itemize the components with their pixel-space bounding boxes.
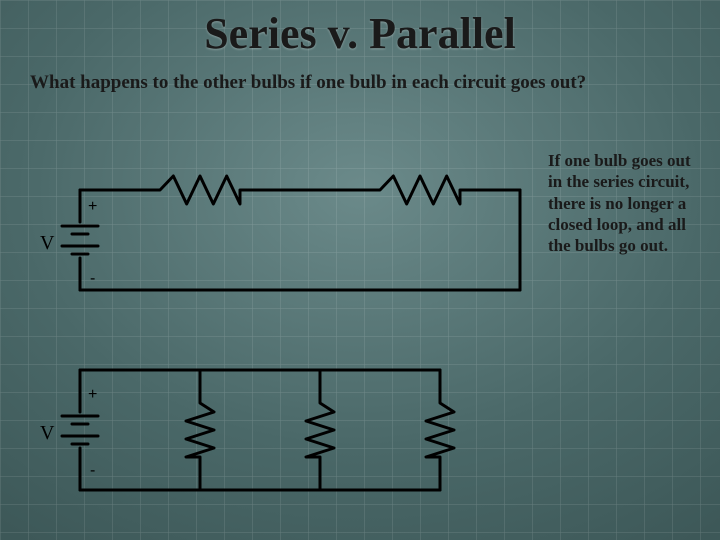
question-text: What happens to the other bulbs if one b… — [0, 72, 720, 95]
series-circuit-svg — [30, 170, 530, 310]
series-plus-sign: + — [88, 198, 97, 216]
series-circuit: V + - — [30, 170, 530, 310]
parallel-circuit: V + - — [30, 350, 470, 510]
parallel-minus-sign: - — [90, 462, 95, 480]
page-title: Series v. Parallel — [0, 0, 720, 59]
parallel-voltage-label: V — [40, 422, 54, 445]
parallel-circuit-svg — [30, 350, 470, 510]
series-voltage-label: V — [40, 232, 54, 255]
parallel-plus-sign: + — [88, 386, 97, 404]
explanation-text: If one bulb goes out in the series circu… — [548, 150, 708, 256]
series-minus-sign: - — [90, 270, 95, 288]
